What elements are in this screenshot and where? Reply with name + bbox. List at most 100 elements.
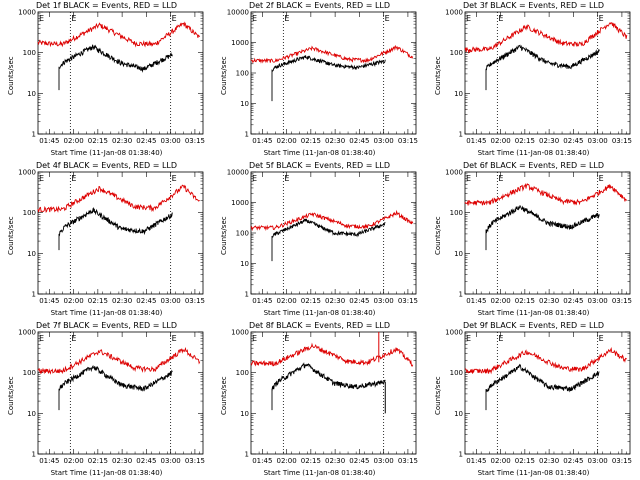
marker-label: E: [385, 14, 390, 23]
lld-series-line: [464, 21, 628, 54]
marker-label: E: [172, 334, 177, 343]
y-tick-label: 1: [245, 451, 249, 459]
y-tick-label: 10: [27, 410, 36, 418]
marker-label: E: [385, 174, 390, 183]
chart-title: Det 8f BLACK = Events, RED = LLD: [248, 321, 391, 330]
plot-area: 1 10 100 1000 01:45 02:00 02:15 02:30 02:45 03:00…: [231, 329, 418, 466]
x-tick-label: 02:15: [301, 457, 321, 465]
x-tick-label: 01:45: [39, 297, 59, 305]
lld-series-line: [464, 182, 628, 206]
marker-label: E: [252, 14, 257, 23]
detector-panel: Det 1f BLACK = Events, RED = LLD Start Ti…: [0, 0, 213, 160]
marker-label: E: [284, 174, 289, 183]
y-tick-label: 1000: [18, 169, 36, 177]
y-tick-label: 10000: [227, 9, 249, 17]
y-tick-label: 1000: [231, 199, 249, 207]
x-tick-label: 03:15: [612, 297, 632, 305]
events-series-line: [271, 362, 386, 411]
plot-area: 1 10 100 1000 01:45 02:00 02:15 02:30 02:45 03:00…: [445, 9, 632, 146]
marker-label: E: [498, 14, 503, 23]
y-tick-label: 1: [459, 291, 463, 299]
plot-frame: [464, 171, 631, 295]
x-tick-label: 03:00: [588, 297, 608, 305]
detector-panel: Det 5f BLACK = Events, RED = LLD Start Ti…: [213, 160, 426, 320]
detector-panel: Det 2f BLACK = Events, RED = LLD Start Ti…: [213, 0, 426, 160]
marker-label: E: [252, 334, 257, 343]
marker-label: E: [466, 334, 471, 343]
y-tick-label: 100: [450, 49, 463, 57]
marker-label: E: [71, 174, 76, 183]
x-tick-label: 03:00: [161, 457, 181, 465]
x-tick-label: 01:45: [466, 297, 486, 305]
marker-label: E: [39, 334, 44, 343]
chart-title: Det 4f BLACK = Events, RED = LLD: [35, 161, 178, 170]
plot-frame: [250, 331, 417, 455]
x-tick-label: 02:00: [63, 297, 83, 305]
x-tick-label: 02:15: [88, 137, 108, 145]
plot-area: 1 10 100 1000 01:45 02:00 02:15 02:30 02:45 03:00…: [18, 169, 205, 306]
x-tick-label: 02:30: [539, 137, 559, 145]
plot-area: 1 10 100 1000 10000 01:45 02:00 02:15 02:30 02:45…: [227, 9, 418, 146]
y-tick-label: 1: [32, 451, 36, 459]
detector-panel: Det 7f BLACK = Events, RED = LLD Start Ti…: [0, 320, 213, 480]
plot-frame: [37, 171, 204, 295]
x-tick-label: 02:00: [276, 137, 296, 145]
x-tick-label: 02:00: [63, 137, 83, 145]
y-tick-label: 100: [23, 209, 36, 217]
marker-label: E: [71, 14, 76, 23]
x-tick-label: 02:15: [301, 297, 321, 305]
y-tick-label: 1000: [231, 329, 249, 337]
chart-title: Det 9f BLACK = Events, RED = LLD: [462, 321, 605, 330]
plot-area: 1 10 100 1000 01:45 02:00 02:15 02:30 02:45 03:00…: [18, 329, 205, 466]
lld-series-line: [250, 44, 414, 64]
y-tick-label: 10: [240, 100, 249, 108]
x-tick-label: 02:45: [563, 137, 583, 145]
chart-title: Det 2f BLACK = Events, RED = LLD: [248, 1, 391, 10]
marker-label: E: [498, 334, 503, 343]
y-tick-label: 1000: [445, 169, 463, 177]
x-tick-label: 01:45: [466, 137, 486, 145]
y-tick-label: 10: [240, 410, 249, 418]
x-tick-label: 02:30: [112, 297, 132, 305]
y-tick-label: 10: [27, 250, 36, 258]
y-tick-label: 10: [240, 260, 249, 268]
events-series-line: [271, 55, 386, 102]
x-tick-label: 01:45: [466, 457, 486, 465]
x-tick-label: 02:45: [563, 457, 583, 465]
marker-label: E: [284, 14, 289, 23]
lld-series-line: [464, 346, 627, 375]
x-tick-label: 02:30: [539, 297, 559, 305]
x-tick-label: 03:15: [185, 457, 205, 465]
chart-title: Det 3f BLACK = Events, RED = LLD: [462, 1, 605, 10]
x-axis-label: Start Time (11-Jan-08 01:38:40): [477, 149, 590, 157]
x-tick-label: 02:15: [88, 297, 108, 305]
events-series-line: [58, 44, 173, 91]
x-tick-label: 02:30: [112, 137, 132, 145]
y-tick-label: 1: [459, 131, 463, 139]
x-tick-label: 01:45: [39, 137, 59, 145]
plot-frame: [250, 11, 417, 135]
x-tick-label: 03:00: [374, 297, 394, 305]
chart-title: Det 1f BLACK = Events, RED = LLD: [35, 1, 178, 10]
x-tick-label: 02:15: [301, 137, 321, 145]
plot-area: 1 10 100 1000 01:45 02:00 02:15 02:30 02:45 03:00…: [445, 329, 632, 466]
y-tick-label: 1: [32, 131, 36, 139]
marker-label: E: [39, 14, 44, 23]
lld-series-line: [37, 346, 201, 375]
x-tick-label: 02:30: [325, 137, 345, 145]
x-tick-label: 03:00: [161, 137, 181, 145]
x-tick-label: 02:30: [325, 297, 345, 305]
x-tick-label: 02:30: [112, 457, 132, 465]
marker-label: E: [39, 174, 44, 183]
x-tick-label: 02:45: [136, 297, 156, 305]
detector-panel: Det 4f BLACK = Events, RED = LLD Start Ti…: [0, 160, 213, 320]
x-tick-label: 02:00: [63, 457, 83, 465]
marker-label: E: [466, 14, 471, 23]
events-series-line: [485, 44, 600, 91]
y-tick-label: 100: [23, 49, 36, 57]
x-tick-label: 03:15: [612, 137, 632, 145]
x-tick-label: 01:45: [252, 457, 272, 465]
x-tick-label: 03:00: [588, 457, 608, 465]
lld-series-line: [37, 184, 200, 214]
events-series-line: [271, 218, 386, 262]
